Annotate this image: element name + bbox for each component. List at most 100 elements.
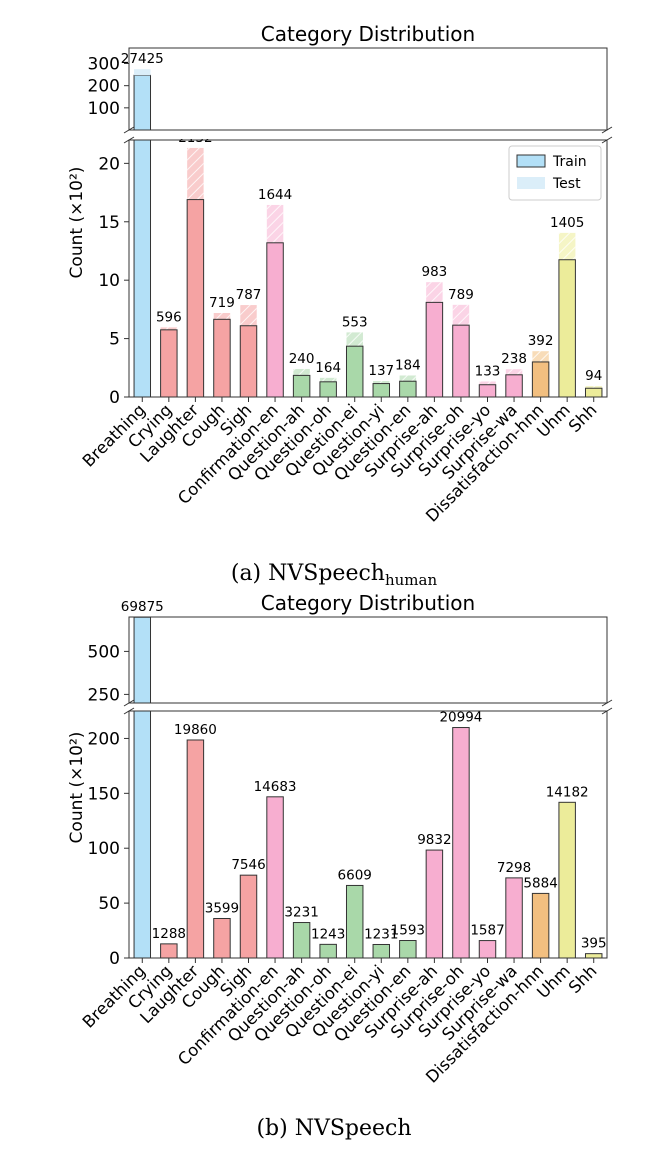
- bar-Surprise-ah-train: [425, 301, 444, 398]
- axis-break-gap: [123, 131, 613, 139]
- bar-Surprise-ah-test-hatch: [426, 282, 443, 303]
- y-tick-label: 150: [88, 784, 120, 804]
- data-label: 983: [421, 264, 447, 280]
- y-axis-label: Count (×10²): [67, 732, 87, 844]
- chart-b: Category Distribution Count (×10²) 69875 12…: [67, 591, 613, 1141]
- bar-Uhm-train: [558, 259, 576, 398]
- data-label: 3599: [205, 900, 239, 916]
- bar-Confirmation-en-train: [266, 242, 284, 398]
- bar-Sigh: [239, 874, 258, 959]
- bar-Breathing-upper: [133, 74, 152, 131]
- data-label: 789: [448, 287, 474, 303]
- bar-Surprise-oh-test-hatch: [452, 304, 470, 326]
- y-tick-label: 200: [88, 77, 120, 97]
- data-label: 1243: [311, 926, 345, 942]
- y-tick-label: 50: [98, 894, 120, 914]
- bar-Cough: [213, 917, 231, 959]
- bar-Question-yi-test-hatch: [373, 380, 390, 384]
- upper-axes-frame: [128, 616, 608, 704]
- bar-Surprise-oh-train: [452, 324, 470, 398]
- lower-axes-frame: [128, 139, 608, 398]
- bar-Question-oh: [319, 943, 337, 959]
- bar-Question-ei-train: [345, 345, 364, 398]
- caption-prefix: (b) NVSpeech: [256, 1116, 411, 1141]
- y-tick-label: 5: [109, 330, 120, 350]
- bar-Sigh-test-hatch: [240, 305, 257, 326]
- upper-axes-frame: [128, 47, 608, 131]
- caption-subscript: human: [385, 571, 437, 589]
- bar-Surprise-oh: [452, 727, 470, 959]
- bar-Surprise-yo-test-hatch: [479, 381, 496, 385]
- y-tick-label: 100: [88, 839, 120, 859]
- bar-Question-yi-train: [372, 383, 391, 398]
- bar-Dissatisfaction-hnn-test-hatch: [532, 351, 549, 362]
- axis-break-mark: [601, 699, 613, 707]
- bar-Dissatisfaction-hnn: [531, 892, 550, 959]
- lower-axes-frame: [128, 710, 608, 959]
- legend-label-test: Test: [552, 176, 581, 192]
- bar-Breathing-lower: [133, 139, 152, 398]
- data-label: 69875: [121, 599, 164, 615]
- data-label: 14182: [546, 784, 589, 800]
- axis-break-mark: [123, 699, 135, 707]
- bar-Question-oh-test-hatch: [319, 377, 337, 382]
- y-tick-label: 500: [88, 642, 120, 662]
- bar-Sigh-train: [239, 325, 258, 398]
- axis-break-mark: [601, 136, 613, 144]
- bar-Confirmation-en: [266, 796, 284, 959]
- y-tick-label: 200: [88, 729, 120, 749]
- data-label: 6609: [338, 867, 372, 883]
- axis-break-mark: [601, 126, 613, 134]
- legend-label-train: Train: [552, 154, 587, 170]
- bar-Question-ei-test-hatch: [346, 332, 363, 347]
- data-label: 133: [475, 363, 501, 379]
- bar-Shh: [584, 953, 603, 959]
- x-tick-label: Shh: [565, 400, 601, 436]
- y-tick-label: 0: [109, 388, 120, 408]
- bar-Confirmation-en-test-hatch: [266, 204, 284, 243]
- data-label: 19860: [174, 722, 217, 738]
- y-tick-label: 15: [98, 213, 120, 233]
- data-label: 5884: [523, 875, 557, 891]
- data-label: 1644: [258, 187, 292, 203]
- data-label: 1587: [470, 923, 504, 939]
- figure-caption: (b) NVSpeech: [256, 1116, 411, 1141]
- legend-swatch-test: [517, 177, 545, 189]
- bar-Laughter-test-hatch: [187, 147, 204, 200]
- bar-Question-ah-test-hatch: [293, 368, 310, 376]
- bar-Question-en: [399, 940, 417, 959]
- axis-break-mark: [123, 707, 135, 715]
- bar-Question-ei: [345, 884, 364, 959]
- y-tick-label: 20: [98, 154, 120, 174]
- chart-title: Category Distribution: [261, 591, 475, 615]
- bar-Dissatisfaction-hnn-train: [531, 361, 550, 398]
- bar-Question-oh-train: [319, 381, 337, 398]
- axis-break-mark: [601, 707, 613, 715]
- data-label: 596: [156, 309, 182, 325]
- bar-Laughter-train: [186, 199, 205, 398]
- y-tick-label: 10: [98, 271, 120, 291]
- bar-Surprise-yo: [478, 940, 497, 959]
- bar-Surprise-wa-test-hatch: [505, 369, 523, 375]
- axis-break-mark: [123, 136, 135, 144]
- bar-Question-en-train: [399, 380, 417, 398]
- bar-Cough-train: [213, 318, 231, 398]
- data-label: 719: [209, 295, 235, 311]
- bar-Breathing-lower: [133, 710, 152, 959]
- data-label: 3231: [284, 905, 318, 921]
- legend-swatch-train: [516, 154, 546, 168]
- bar-Crying-test-hatch: [160, 327, 178, 330]
- bar-Crying-train: [160, 329, 178, 398]
- data-label: 395: [581, 936, 607, 952]
- bar-Surprise-yo-train: [478, 384, 497, 398]
- bar-Surprise-wa: [505, 877, 523, 959]
- data-label: 238: [501, 351, 527, 367]
- axis-break-mark: [123, 126, 135, 134]
- data-label: 392: [528, 333, 554, 349]
- x-tick-label: Shh: [565, 961, 601, 997]
- data-label: 240: [289, 351, 315, 367]
- data-label: 27425: [121, 51, 164, 67]
- bar-Uhm-test-hatch: [558, 232, 576, 260]
- bar-Breathing-upper: [133, 616, 152, 704]
